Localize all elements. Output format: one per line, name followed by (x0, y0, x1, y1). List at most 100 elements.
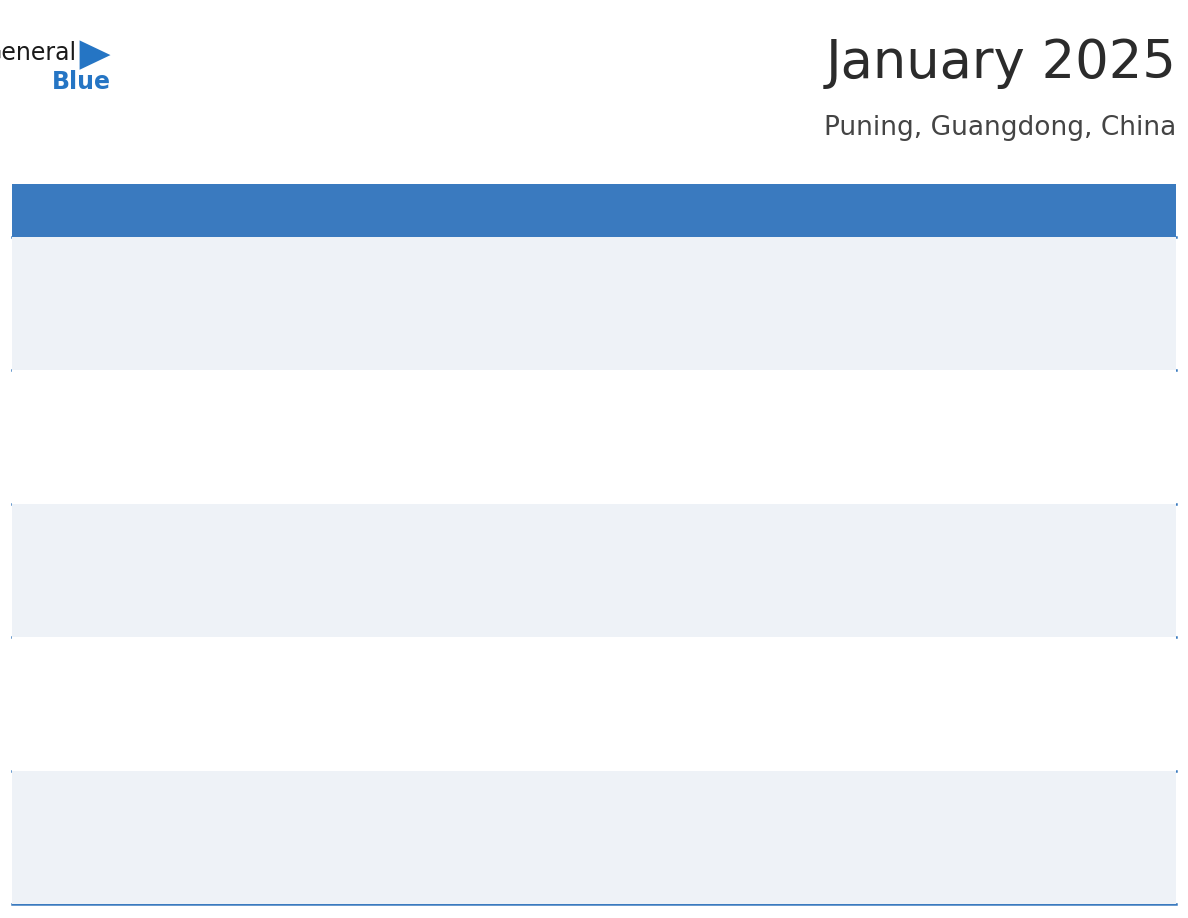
Text: 2: 2 (688, 246, 700, 264)
Text: Sunrise: 6:59 AM: Sunrise: 6:59 AM (522, 544, 619, 557)
Text: Puning, Guangdong, China: Puning, Guangdong, China (823, 115, 1176, 140)
Text: Sunset: 5:52 PM: Sunset: 5:52 PM (1020, 565, 1114, 577)
Text: Sunset: 6:00 PM: Sunset: 6:00 PM (688, 832, 781, 845)
Text: and 44 minutes.: and 44 minutes. (1020, 338, 1114, 351)
Text: and 46 minutes.: and 46 minutes. (522, 471, 615, 485)
Text: Daylight: 10 hours: Daylight: 10 hours (522, 318, 627, 330)
Text: Blue: Blue (51, 70, 110, 94)
Text: and 55 minutes.: and 55 minutes. (189, 738, 283, 751)
Text: General: General (0, 41, 77, 65)
Text: Daylight: 10 hours: Daylight: 10 hours (522, 451, 627, 465)
Text: Daylight: 11 hours: Daylight: 11 hours (355, 852, 461, 865)
Text: 3: 3 (854, 246, 866, 264)
Text: Sunrise: 6:57 AM: Sunrise: 6:57 AM (1020, 677, 1118, 690)
Text: Monday: Monday (190, 202, 260, 217)
Text: and 3 minutes.: and 3 minutes. (522, 872, 608, 885)
Text: and 44 minutes.: and 44 minutes. (688, 338, 782, 351)
Text: 14: 14 (355, 513, 378, 531)
Text: Friday: Friday (855, 202, 911, 217)
Text: and 53 minutes.: and 53 minutes. (1020, 605, 1114, 618)
Text: 13: 13 (189, 513, 211, 531)
Text: 10: 10 (854, 379, 877, 397)
Text: Daylight: 10 hours: Daylight: 10 hours (688, 451, 794, 465)
Text: and 44 minutes.: and 44 minutes. (854, 338, 948, 351)
Text: Sunrise: 6:58 AM: Sunrise: 6:58 AM (854, 544, 952, 557)
Text: 11: 11 (1020, 379, 1043, 397)
Text: Sunset: 5:48 PM: Sunset: 5:48 PM (23, 565, 115, 577)
Text: 18: 18 (1020, 513, 1043, 531)
Text: Sunset: 5:58 PM: Sunset: 5:58 PM (23, 832, 116, 845)
Text: Daylight: 10 hours: Daylight: 10 hours (522, 585, 627, 598)
Text: Daylight: 10 hours: Daylight: 10 hours (355, 718, 461, 731)
Text: Daylight: 11 hours: Daylight: 11 hours (23, 852, 128, 865)
Text: Sunset: 6:01 PM: Sunset: 6:01 PM (854, 832, 947, 845)
Text: Daylight: 11 hours: Daylight: 11 hours (688, 852, 794, 865)
Text: 22: 22 (522, 646, 544, 665)
Text: Daylight: 10 hours: Daylight: 10 hours (1020, 718, 1126, 731)
Text: Sunrise: 6:56 AM: Sunrise: 6:56 AM (522, 277, 619, 290)
Text: Sunrise: 6:58 AM: Sunrise: 6:58 AM (688, 544, 785, 557)
Text: 9: 9 (688, 379, 700, 397)
Text: Sunrise: 6:57 AM: Sunrise: 6:57 AM (23, 812, 120, 824)
Text: Sunset: 5:48 PM: Sunset: 5:48 PM (189, 565, 282, 577)
Text: and 0 minutes.: and 0 minutes. (23, 872, 109, 885)
Text: and 49 minutes.: and 49 minutes. (23, 605, 116, 618)
Text: Sunrise: 6:58 AM: Sunrise: 6:58 AM (355, 410, 453, 424)
Text: and 59 minutes.: and 59 minutes. (1020, 738, 1114, 751)
Text: Sunrise: 6:56 AM: Sunrise: 6:56 AM (688, 812, 785, 824)
Text: 1: 1 (522, 246, 533, 264)
Text: and 5 minutes.: and 5 minutes. (854, 872, 941, 885)
Text: Sunset: 5:41 PM: Sunset: 5:41 PM (688, 297, 781, 310)
Text: 20: 20 (189, 646, 211, 665)
Text: Sunset: 5:59 PM: Sunset: 5:59 PM (355, 832, 449, 845)
Text: Sunrise: 6:58 AM: Sunrise: 6:58 AM (23, 677, 120, 690)
Text: Sunrise: 6:56 AM: Sunrise: 6:56 AM (355, 812, 453, 824)
Text: Sunset: 6:00 PM: Sunset: 6:00 PM (522, 832, 614, 845)
Text: and 4 minutes.: and 4 minutes. (688, 872, 775, 885)
Text: Daylight: 10 hours: Daylight: 10 hours (189, 585, 295, 598)
Text: Sunrise: 6:58 AM: Sunrise: 6:58 AM (688, 410, 785, 424)
Text: and 56 minutes.: and 56 minutes. (355, 738, 449, 751)
Text: Sunset: 5:43 PM: Sunset: 5:43 PM (189, 431, 283, 444)
Text: Sunset: 5:50 PM: Sunset: 5:50 PM (522, 565, 615, 577)
Polygon shape (80, 40, 110, 70)
Text: Sunrise: 6:55 AM: Sunrise: 6:55 AM (854, 812, 952, 824)
Text: Sunset: 5:45 PM: Sunset: 5:45 PM (522, 431, 615, 444)
Text: Sunrise: 6:58 AM: Sunrise: 6:58 AM (1020, 410, 1118, 424)
Text: Sunrise: 6:58 AM: Sunrise: 6:58 AM (522, 410, 619, 424)
Text: 23: 23 (688, 646, 710, 665)
Text: Sunset: 5:57 PM: Sunset: 5:57 PM (1020, 698, 1114, 711)
Text: and 48 minutes.: and 48 minutes. (1020, 471, 1114, 485)
Text: 28: 28 (355, 780, 378, 798)
Text: Sunset: 5:44 PM: Sunset: 5:44 PM (355, 431, 448, 444)
Text: and 46 minutes.: and 46 minutes. (355, 471, 449, 485)
Text: Daylight: 10 hours: Daylight: 10 hours (522, 718, 627, 731)
Text: Sunrise: 6:58 AM: Sunrise: 6:58 AM (23, 544, 120, 557)
Text: 21: 21 (355, 646, 378, 665)
Text: and 2 minutes.: and 2 minutes. (355, 872, 442, 885)
Text: Sunset: 5:53 PM: Sunset: 5:53 PM (189, 698, 283, 711)
Text: Sunset: 5:47 PM: Sunset: 5:47 PM (1020, 431, 1114, 444)
Text: and 47 minutes.: and 47 minutes. (854, 471, 948, 485)
Text: 19: 19 (23, 646, 45, 665)
Text: Sunday: Sunday (24, 202, 90, 217)
Text: and 58 minutes.: and 58 minutes. (854, 738, 948, 751)
Text: Daylight: 10 hours: Daylight: 10 hours (854, 585, 960, 598)
Text: Sunset: 5:56 PM: Sunset: 5:56 PM (854, 698, 948, 711)
Text: Daylight: 10 hours: Daylight: 10 hours (189, 718, 295, 731)
Text: January 2025: January 2025 (826, 37, 1176, 89)
Text: Tuesday: Tuesday (356, 202, 430, 217)
Text: and 51 minutes.: and 51 minutes. (688, 605, 782, 618)
Text: 4: 4 (1020, 246, 1032, 264)
Text: Saturday: Saturday (1022, 202, 1104, 217)
Text: 7: 7 (355, 379, 367, 397)
Text: 17: 17 (854, 513, 877, 531)
Text: Sunrise: 6:58 AM: Sunrise: 6:58 AM (522, 677, 619, 690)
Text: Daylight: 10 hours: Daylight: 10 hours (854, 451, 960, 465)
Text: Sunrise: 6:57 AM: Sunrise: 6:57 AM (1020, 277, 1118, 290)
Text: Sunrise: 6:58 AM: Sunrise: 6:58 AM (189, 677, 286, 690)
Text: Sunrise: 6:58 AM: Sunrise: 6:58 AM (189, 544, 286, 557)
Text: Sunset: 5:49 PM: Sunset: 5:49 PM (355, 565, 448, 577)
Text: Daylight: 10 hours: Daylight: 10 hours (688, 318, 794, 330)
Text: Sunrise: 6:56 AM: Sunrise: 6:56 AM (522, 812, 619, 824)
